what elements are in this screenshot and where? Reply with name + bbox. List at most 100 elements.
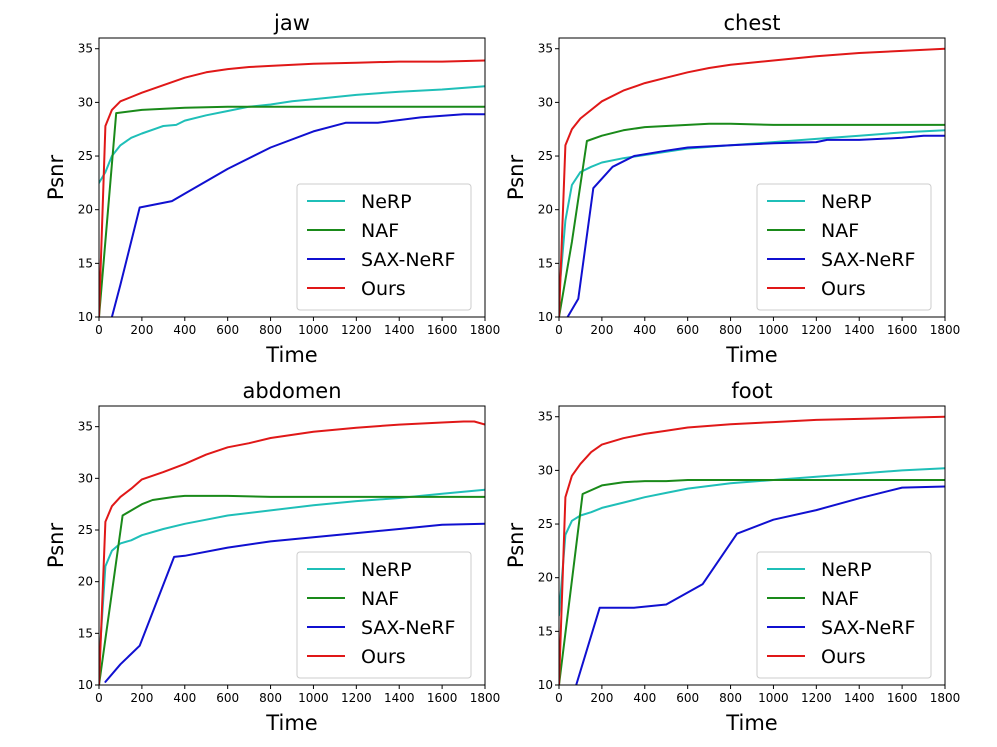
y-tick-label: 25 [78,149,93,163]
x-tick-label: 0 [555,691,563,705]
y-tick-label: 30 [78,471,93,485]
y-tick-label: 20 [538,571,553,585]
legend-label-sax-nerf: SAX-NeRF [821,617,915,639]
x-tick-label: 200 [130,691,153,705]
series-line-sax-nerf [110,113,485,317]
plot-frame [98,405,486,686]
x-tick-label: 1600 [427,691,458,705]
legend-label-sax-nerf: SAX-NeRF [361,617,455,639]
y-tick-label: 10 [78,678,93,692]
chart-title: chest [724,11,781,35]
series-group [559,47,945,317]
x-tick-label: 1400 [384,323,415,337]
x-tick-label: 1200 [341,691,372,705]
x-tick-label: 600 [676,691,699,705]
y-tick-label: 15 [538,256,553,270]
series-line-nerp [99,85,485,184]
x-tick-label: 1000 [758,691,789,705]
x-tick-label: 1000 [758,323,789,337]
y-tick-label: 15 [538,624,553,638]
y-tick-label: 30 [78,95,93,109]
x-axis-label: Time [265,343,317,367]
legend-label-naf: NAF [361,588,399,610]
series-line-naf [559,479,945,685]
y-axis-label: Psnr [44,523,68,569]
x-tick-label: 1400 [384,691,415,705]
legend: NeRP NAF SAX-NeRF Ours [296,183,472,311]
legend-label-ours: Ours [361,278,406,300]
x-tick-label: 1800 [930,691,961,705]
x-tick-label: 400 [633,323,656,337]
y-tick-label: 25 [538,517,553,531]
series-line-nerp [99,488,485,666]
y-axis-label: Psnr [504,155,528,201]
y-tick-label: 20 [538,203,553,217]
x-axis-label: Time [265,711,317,735]
series-line-naf [99,105,485,317]
chart-title: foot [731,379,772,403]
legend: NeRP NAF SAX-NeRF Ours [756,183,932,311]
legend-label-sax-nerf: SAX-NeRF [361,249,455,271]
x-tick-label: 600 [216,691,239,705]
series-line-ours [99,59,485,317]
x-tick-label: 800 [259,323,282,337]
legend: NeRP NAF SAX-NeRF Ours [756,551,932,679]
x-axis-label: Time [725,343,777,367]
x-tick-label: 800 [719,323,742,337]
y-tick-label: 20 [78,575,93,589]
legend-box [756,551,932,679]
y-axis-label: Psnr [504,523,528,569]
y-tick-label: 15 [78,626,93,640]
y-tick-label: 10 [538,678,553,692]
series-group [99,59,485,317]
legend-label-sax-nerf: SAX-NeRF [821,249,915,271]
plot-frame [98,37,486,318]
series-group [99,420,485,685]
chart-panel-abdomen: 0 200 400 600 800 1000 1200 1400 1600 1800 10 15 20 2… [44,379,500,735]
x-tick-label: 600 [216,323,239,337]
x-tick-label: 1200 [801,691,832,705]
legend-label-ours: Ours [821,646,866,668]
y-tick-label: 35 [538,410,553,424]
legend-label-nerp: NeRP [821,559,872,581]
x-tick-label: 1800 [470,691,501,705]
x-tick-label: 600 [676,323,699,337]
x-tick-label: 200 [590,691,613,705]
legend-label-ours: Ours [361,646,406,668]
x-tick-label: 1000 [298,323,329,337]
legend-label-ours: Ours [821,278,866,300]
series-line-sax-nerf [104,522,485,683]
series-group [559,415,945,685]
y-tick-label: 35 [78,42,93,56]
y-tick-label: 30 [538,463,553,477]
x-tick-label: 800 [719,691,742,705]
series-line-nerp [559,467,945,617]
x-tick-label: 1600 [887,323,918,337]
y-axis-label: Psnr [44,155,68,201]
series-line-sax-nerf [566,134,945,317]
y-tick-label: 35 [78,420,93,434]
x-tick-label: 1000 [298,691,329,705]
series-line-sax-nerf [575,485,945,685]
x-tick-label: 1200 [801,323,832,337]
x-tick-label: 1400 [844,323,875,337]
legend-box [756,183,932,311]
x-tick-label: 400 [173,323,196,337]
chart-panel-jaw: 0 200 400 600 800 1000 1200 1400 1600 1800 10 15 20 2… [44,11,500,367]
x-tick-label: 1600 [427,323,458,337]
chart-title: abdomen [242,379,341,403]
x-axis-label: Time [725,711,777,735]
y-tick-label: 25 [78,523,93,537]
x-tick-label: 1800 [470,323,501,337]
x-tick-label: 0 [95,323,103,337]
chart-title: jaw [273,11,310,35]
y-tick-label: 35 [538,42,553,56]
x-tick-label: 200 [590,323,613,337]
chart-panel-chest: 0 200 400 600 800 1000 1200 1400 1600 1800 10 15 20 2… [504,11,960,367]
x-tick-label: 1400 [844,691,875,705]
series-line-naf [559,122,945,317]
y-tick-label: 15 [78,256,93,270]
plot-frame [558,37,946,318]
series-line-ours [99,420,485,685]
